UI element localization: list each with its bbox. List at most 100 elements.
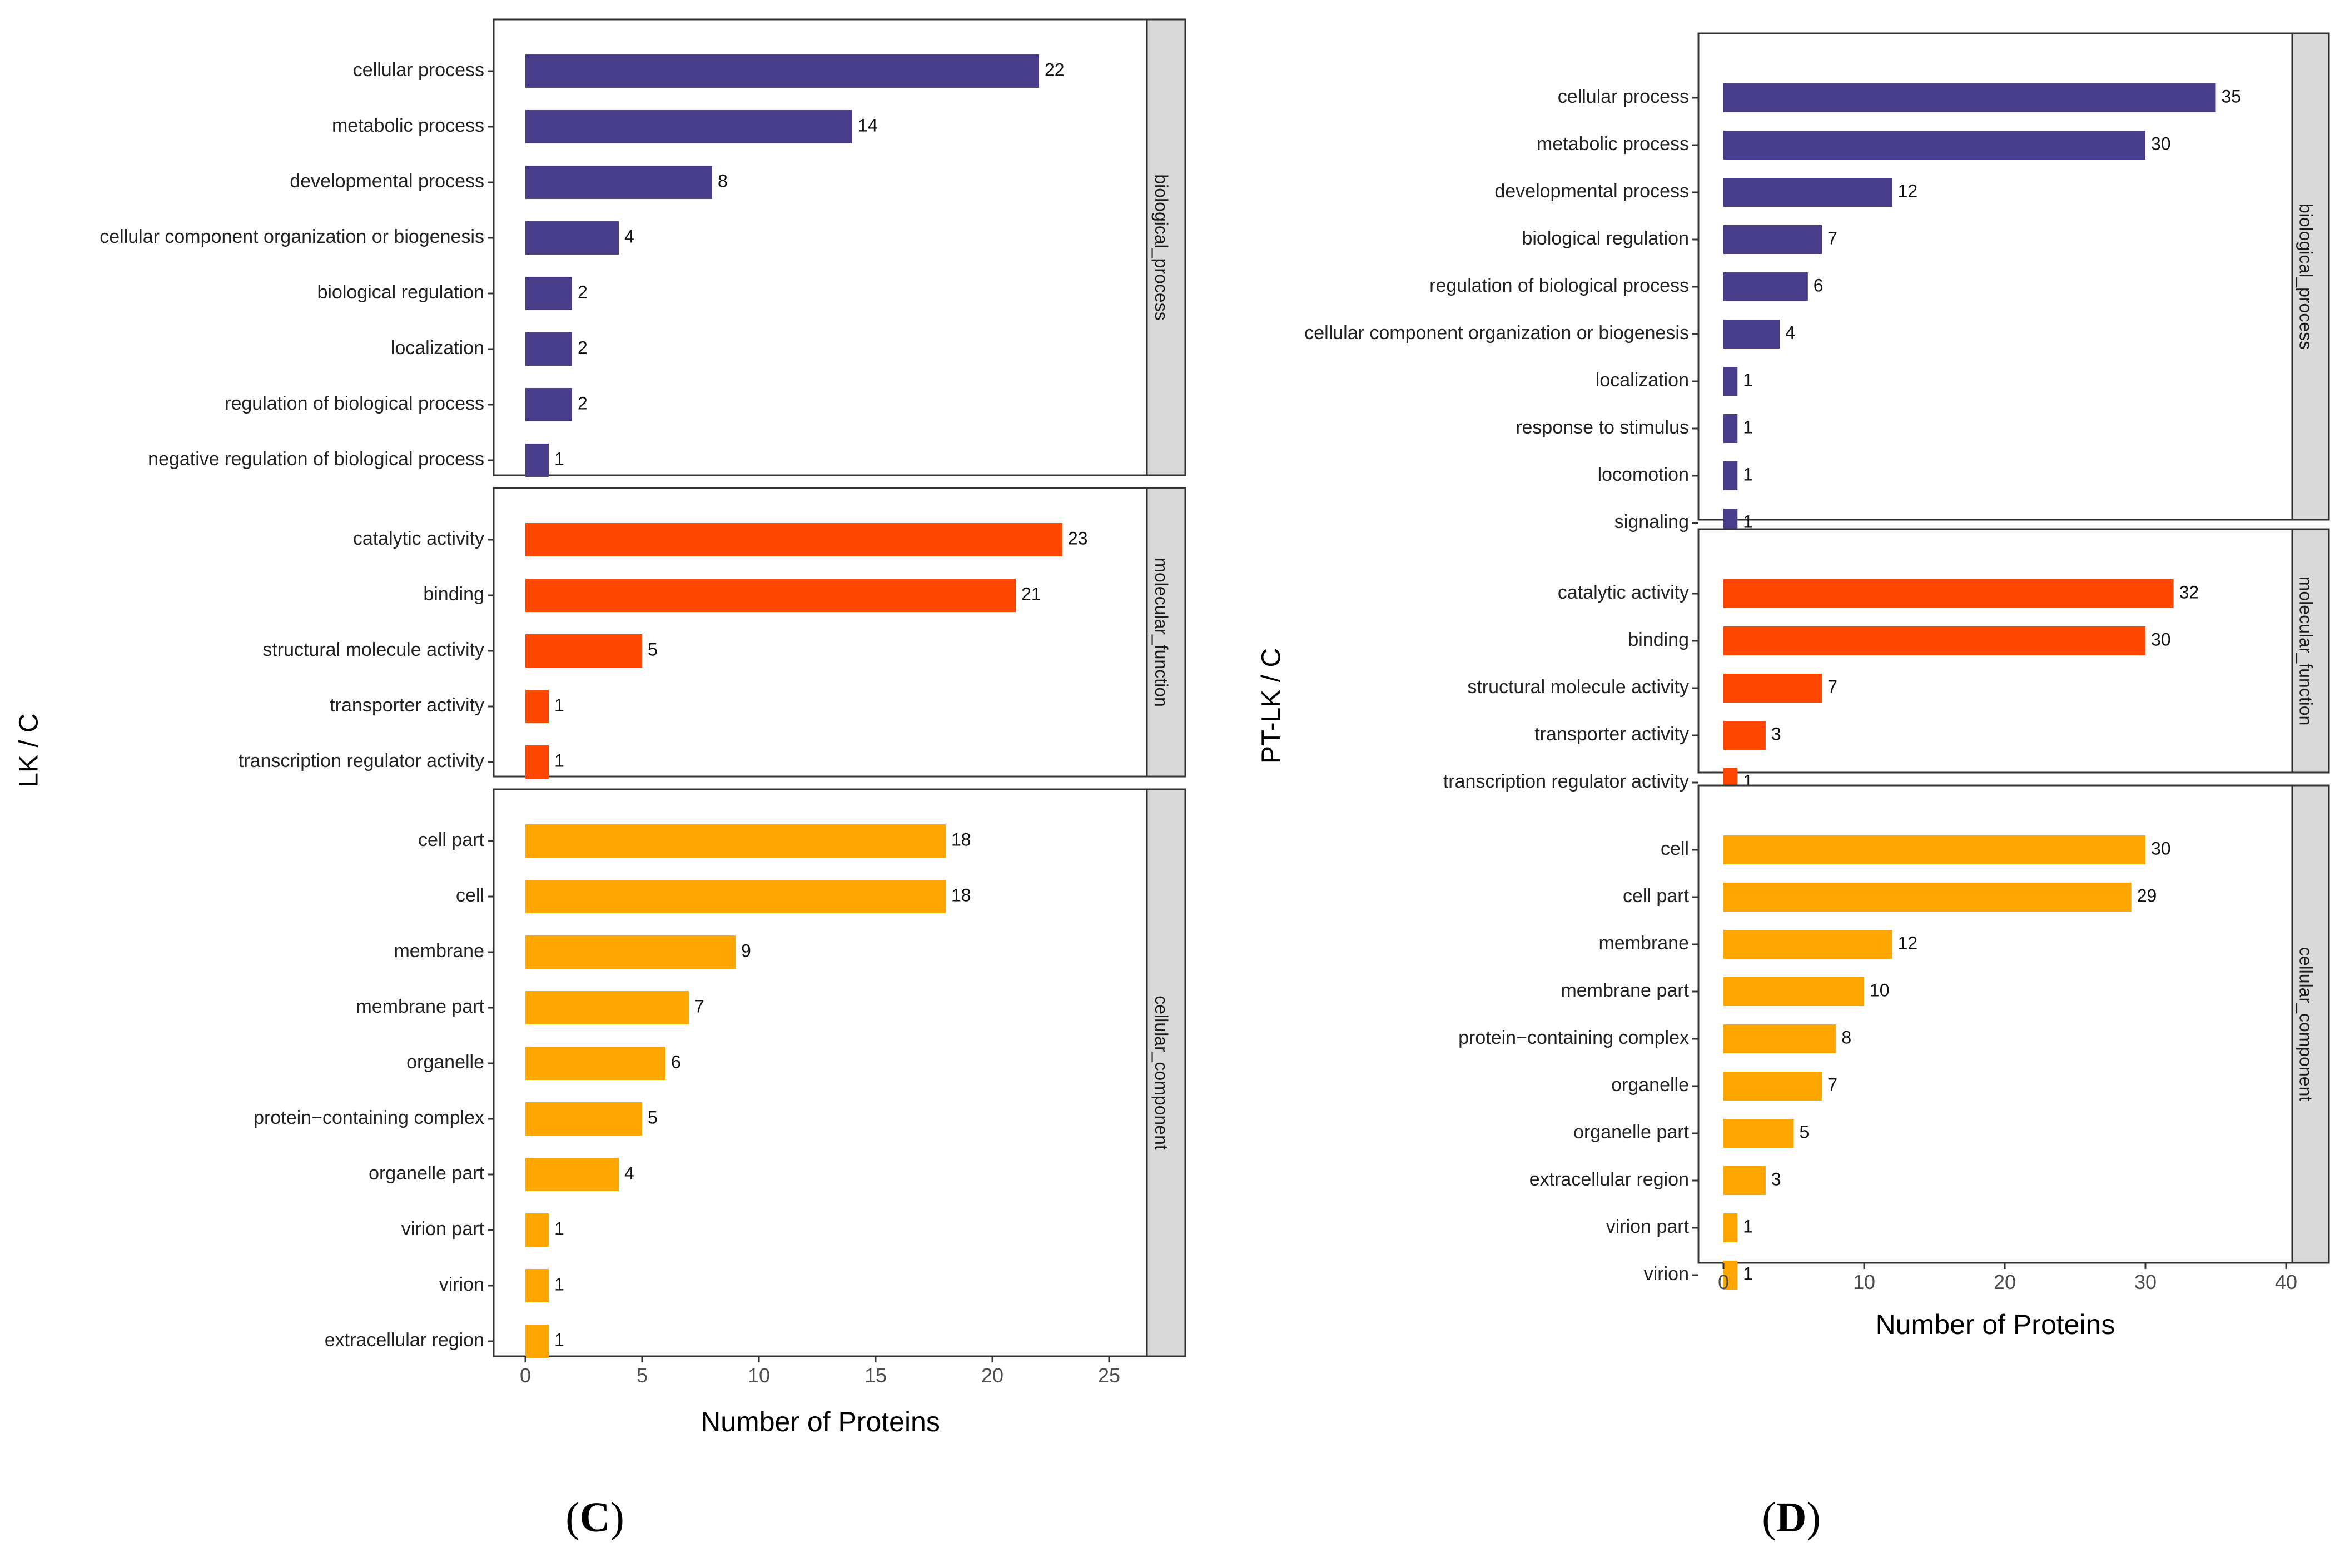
category-label: binding bbox=[423, 584, 484, 605]
category-label: regulation of biological process bbox=[225, 393, 484, 414]
x-axis-title: Number of Proteins bbox=[1876, 1309, 2115, 1340]
category-label: regulation of biological process bbox=[1429, 275, 1689, 296]
category-label: developmental process bbox=[1494, 181, 1689, 202]
facet-strip-label: cellular_component bbox=[1151, 995, 1171, 1150]
category-label: cellular component organization or bioge… bbox=[100, 226, 484, 247]
category-label: virion part bbox=[401, 1218, 485, 1240]
category-label: metabolic process bbox=[332, 115, 484, 136]
x-tick-label: 0 bbox=[1718, 1271, 1729, 1293]
category-label: response to stimulus bbox=[1516, 417, 1689, 438]
category-label: transporter activity bbox=[1534, 724, 1689, 745]
bar-membrane bbox=[1723, 930, 1892, 959]
bar-membrane-part bbox=[1723, 977, 1864, 1006]
x-tick-label: 20 bbox=[981, 1364, 1003, 1387]
value-label: 1 bbox=[554, 750, 564, 770]
bar-cellular-process bbox=[525, 54, 1039, 88]
category-label: cell bbox=[456, 885, 484, 906]
value-label: 7 bbox=[1827, 676, 1837, 696]
value-label: 1 bbox=[554, 1218, 564, 1238]
facet-molecular-function: molecular_function catalytic activity 23 bi… bbox=[239, 487, 1186, 779]
bar-developmental-process bbox=[525, 166, 712, 199]
bar-negative-regulation-of-biological-process bbox=[525, 444, 549, 477]
bar-cell-part bbox=[525, 824, 946, 858]
facet-strip bbox=[2291, 528, 2330, 774]
category-label: membrane part bbox=[1561, 980, 1689, 1001]
value-label: 6 bbox=[671, 1052, 681, 1072]
facet-cellular-component: cellular_component cell part 18 cell 18 membr… bbox=[254, 788, 1186, 1358]
value-label: 1 bbox=[1743, 1216, 1753, 1236]
bar-cellular-component-organization-or-biogenesis bbox=[525, 221, 619, 255]
x-tick-label: 0 bbox=[520, 1364, 531, 1387]
category-label: membrane part bbox=[356, 996, 484, 1017]
category-label: biological regulation bbox=[1522, 228, 1689, 249]
panel-letter: C bbox=[580, 1494, 610, 1541]
x-tick-label: 10 bbox=[1853, 1271, 1875, 1293]
x-axis-title: Number of Proteins bbox=[700, 1406, 940, 1437]
category-label: cell part bbox=[418, 829, 485, 850]
value-label: 1 bbox=[1743, 417, 1753, 437]
panel-label: (C) bbox=[565, 1494, 624, 1541]
bar-metabolic-process bbox=[1723, 131, 2145, 160]
category-label: cellular process bbox=[353, 59, 484, 81]
bar-transcription-regulator-activity bbox=[525, 745, 549, 779]
value-label: 7 bbox=[1827, 1074, 1837, 1094]
bar-locomotion bbox=[1723, 461, 1738, 490]
bar-transporter-activity bbox=[1723, 721, 1766, 750]
y-axis-title: LK / C bbox=[14, 713, 44, 787]
facet-biological-process: biological_process cellular process 35 meta… bbox=[1304, 32, 2330, 537]
value-label: 1 bbox=[1743, 1263, 1753, 1283]
x-axis: 0 10 20 30 40 bbox=[1718, 1263, 2297, 1293]
bar-virion bbox=[525, 1269, 549, 1302]
value-label: 29 bbox=[2137, 885, 2157, 905]
value-label: 1 bbox=[1743, 464, 1753, 484]
bar-organelle-part bbox=[525, 1158, 619, 1191]
bar-membrane-part bbox=[525, 991, 689, 1024]
category-label: signaling bbox=[1614, 511, 1689, 532]
value-label: 3 bbox=[1771, 724, 1781, 744]
category-label: cellular process bbox=[1558, 86, 1689, 107]
value-label: 8 bbox=[718, 171, 728, 191]
category-label: organelle part bbox=[1573, 1122, 1689, 1143]
category-label: structural molecule activity bbox=[262, 639, 484, 660]
category-label: protein−containing complex bbox=[1458, 1027, 1689, 1048]
bar-membrane bbox=[525, 935, 736, 969]
bar-extracellular-region bbox=[525, 1325, 549, 1358]
bar-organelle bbox=[1723, 1072, 1822, 1101]
value-label: 23 bbox=[1068, 528, 1088, 548]
value-label: 1 bbox=[554, 1274, 564, 1294]
value-label: 7 bbox=[694, 996, 704, 1016]
category-label: localization bbox=[1596, 370, 1689, 391]
category-label: metabolic process bbox=[1537, 133, 1689, 155]
bar-organelle-part bbox=[1723, 1119, 1794, 1148]
facet-strip-label: biological_process bbox=[1151, 174, 1171, 320]
panel-label: (D) bbox=[1762, 1494, 1821, 1541]
bar-transporter-activity bbox=[525, 690, 549, 723]
value-label: 2 bbox=[578, 337, 588, 357]
category-label: catalytic activity bbox=[1558, 582, 1689, 603]
facet-strip-label: molecular_function bbox=[2296, 576, 2316, 726]
bar-organelle bbox=[525, 1047, 665, 1080]
chart-pt-lk-vs-c: biological_process cellular process 3 5 meta… bbox=[1257, 32, 2330, 1541]
bar-cellular-component-organization-or-biogenesis bbox=[1723, 320, 1780, 349]
value-label: 4 bbox=[624, 226, 634, 246]
value-label: 30 bbox=[2151, 629, 2171, 649]
facet-strip-label: biological_process bbox=[2296, 203, 2316, 350]
category-label: structural molecule activity bbox=[1467, 676, 1689, 698]
category-label: negative regulation of biological proces… bbox=[148, 449, 484, 470]
bar-cell bbox=[1723, 835, 2145, 864]
panel-letter: D bbox=[1776, 1494, 1807, 1541]
category-label: locomotion bbox=[1598, 464, 1689, 485]
x-tick-label: 40 bbox=[2275, 1271, 2297, 1293]
facet-strip bbox=[1146, 18, 1186, 476]
category-label: protein−containing complex bbox=[254, 1107, 484, 1128]
category-label: organelle bbox=[1611, 1074, 1689, 1096]
x-tick-label: 20 bbox=[1994, 1271, 2016, 1293]
bar-virion bbox=[1723, 1261, 1738, 1290]
value-label: 5 bbox=[1800, 1122, 1810, 1142]
bar-cell-part bbox=[1723, 883, 2132, 912]
value-label: 1 bbox=[554, 1330, 564, 1350]
value-label: 1 bbox=[1743, 370, 1753, 390]
value-label: 21 bbox=[1021, 584, 1041, 604]
